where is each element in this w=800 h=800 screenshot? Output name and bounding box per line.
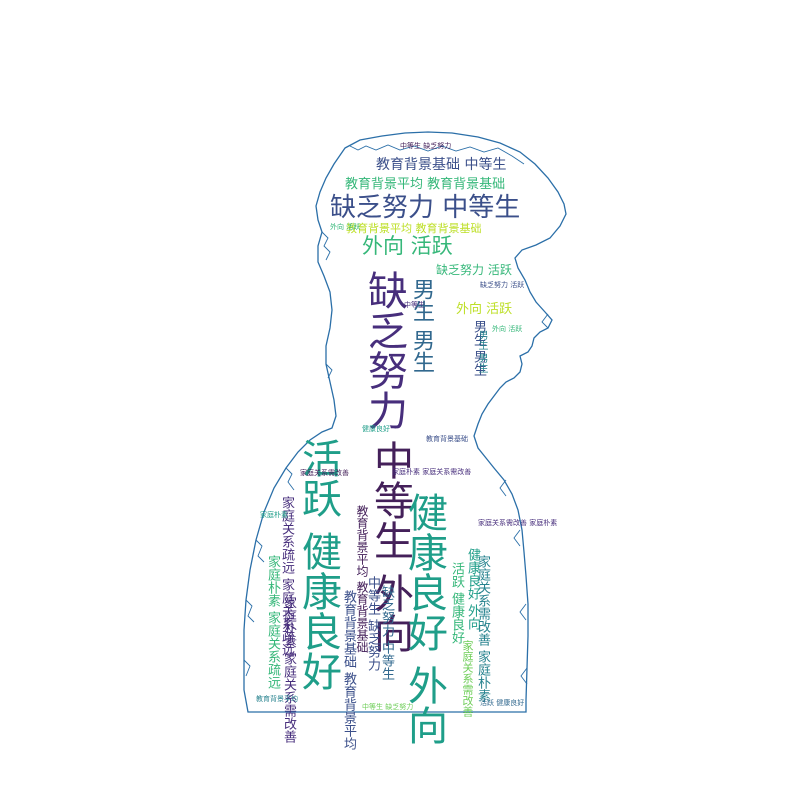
silhouette-hair-detail bbox=[243, 144, 549, 685]
word-17: 教育背景基础 教育背景平均 bbox=[341, 590, 356, 751]
word-12: 健康良好 外向 bbox=[401, 492, 447, 745]
word-4: 外向 活跃 bbox=[362, 234, 453, 258]
word-24: 家庭关系需改善 bbox=[461, 640, 474, 717]
word-38: 中等生 bbox=[404, 301, 425, 309]
word-18: 教育背景平均 教育背景基础 bbox=[355, 505, 369, 653]
word-15: 家庭朴素 家庭关系疏远 bbox=[265, 555, 280, 690]
word-34: 活跃 健康良好 bbox=[480, 699, 525, 707]
word-19: 中等生 缺乏努力 bbox=[365, 576, 380, 672]
word-16: 家庭朴素 家庭关系需改善 bbox=[281, 596, 296, 744]
word-6: 缺乏努力 bbox=[361, 270, 407, 430]
word-39: 外向 活跃 bbox=[330, 223, 361, 231]
word-32: 教育背景平均 bbox=[256, 695, 298, 703]
word-2: 缺乏努力 中等生 bbox=[330, 193, 521, 223]
word-9: 男生 男生 bbox=[471, 320, 486, 377]
word-36: 家庭朴素 bbox=[260, 511, 288, 519]
word-5: 缺乏努力 活跃 bbox=[436, 263, 512, 277]
word-25: 男生 男生 bbox=[476, 330, 487, 374]
word-21: 活跃 健康良好 bbox=[449, 562, 464, 645]
silhouette-path bbox=[243, 131, 567, 713]
word-1: 教育背景平均 教育背景基础 bbox=[345, 177, 506, 192]
word-29: 外向 活跃 bbox=[492, 325, 523, 333]
word-11: 活跃 健康良好 bbox=[295, 438, 341, 691]
word-27: 家庭朴素 家庭关系需改善 bbox=[392, 468, 472, 476]
word-33: 中等生 缺乏努力 bbox=[362, 703, 414, 711]
word-26: 中等生 缺乏努力 bbox=[400, 142, 452, 150]
word-22: 健康良好 外向 bbox=[465, 548, 480, 631]
word-35: 家庭关系需改善 bbox=[300, 469, 349, 477]
word-7: 男生 男生 bbox=[409, 278, 434, 373]
word-10: 中等生 外向 bbox=[367, 440, 413, 653]
word-37: 教育背景基础 bbox=[426, 435, 468, 443]
word-8: 外向 活跃 bbox=[456, 302, 513, 317]
word-23: 家庭关系需改善 家庭朴素 bbox=[475, 555, 490, 703]
word-30: 缺乏努力 活跃 bbox=[480, 281, 525, 289]
word-31: 家庭关系需改善 家庭朴素 bbox=[478, 519, 558, 527]
word-14: 家庭关系疏远 家庭关系疏远 bbox=[279, 496, 294, 657]
word-28: 健康良好 bbox=[362, 425, 390, 433]
word-20: 缺乏努力 中等生 bbox=[379, 585, 394, 681]
word-0: 教育背景基础 中等生 bbox=[376, 157, 507, 173]
word-3: 教育背景平均 教育背景基础 bbox=[346, 222, 482, 235]
